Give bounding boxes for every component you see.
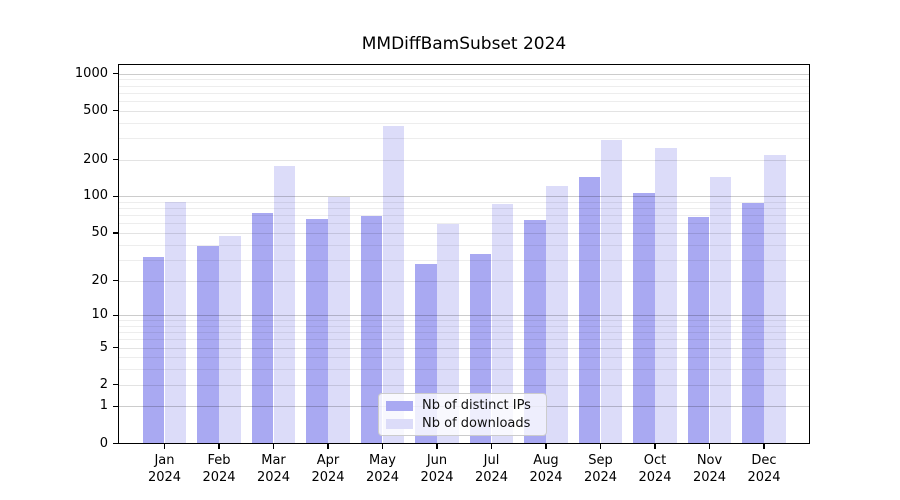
bar-distinct-ips-mar — [251, 212, 274, 443]
bar-downloads-nov — [709, 177, 732, 443]
gridline-500 — [118, 110, 810, 112]
y-tick-label-10: 10 — [91, 307, 108, 323]
y-tick-mark-1000 — [113, 73, 118, 75]
y-tick-label-1000: 1000 — [74, 65, 108, 81]
gridline-800 — [118, 85, 810, 87]
y-tick-mark-5 — [113, 347, 118, 349]
x-tick-label-mar: Mar 2024 — [256, 453, 291, 485]
bar-downloads-aug — [546, 185, 568, 443]
x-tick-label-jul: Jul 2024 — [474, 453, 509, 485]
bar-downloads-sep — [600, 140, 623, 443]
bar-distinct-ips-aug — [524, 219, 546, 443]
bar-distinct-ips-apr — [306, 218, 328, 443]
x-tick-mark-oct — [654, 444, 656, 449]
gridline-600 — [118, 100, 810, 102]
legend-label-downloads: Nb of downloads — [422, 416, 531, 431]
bar-downloads-may — [382, 125, 405, 443]
x-tick-label-sep: Sep 2024 — [583, 453, 618, 485]
legend: Nb of distinct IPs Nb of downloads — [378, 393, 547, 436]
bar-downloads-jul — [491, 203, 514, 443]
bar-distinct-ips-jan — [142, 256, 165, 443]
y-tick-label-200: 200 — [83, 151, 108, 167]
bar-downloads-oct — [655, 147, 677, 443]
x-tick-mark-apr — [327, 444, 329, 449]
bar-distinct-ips-oct — [633, 192, 655, 443]
y-tick-label-0: 0 — [99, 435, 108, 451]
gridline-200 — [118, 159, 810, 161]
y-tick-mark-500 — [113, 110, 118, 112]
bar-downloads-jun — [437, 223, 459, 443]
y-tick-mark-0 — [113, 443, 118, 445]
x-tick-mark-jun — [436, 444, 438, 449]
x-tick-label-oct: Oct 2024 — [638, 453, 672, 485]
x-tick-label-nov: Nov 2024 — [692, 453, 727, 485]
x-tick-label-jan: Jan 2024 — [147, 453, 182, 485]
x-tick-label-apr: Apr 2024 — [311, 453, 345, 485]
x-tick-mark-jul — [490, 444, 493, 449]
x-tick-label-aug: Aug 2024 — [529, 453, 563, 485]
x-tick-label-jun: Jun 2024 — [420, 453, 454, 485]
x-tick-label-may: May 2024 — [365, 453, 400, 485]
legend-swatch-distinct-ips — [386, 400, 413, 411]
legend-row-distinct-ips: Nb of distinct IPs — [386, 398, 546, 413]
x-tick-label-dec: Dec 2024 — [747, 453, 781, 485]
gridline-70 — [118, 215, 810, 217]
bar-downloads-feb — [219, 235, 241, 443]
gridline-80 — [118, 208, 810, 210]
bar-distinct-ips-sep — [578, 177, 601, 443]
y-tick-label-2: 2 — [99, 376, 108, 392]
y-tick-mark-1 — [113, 405, 118, 408]
y-tick-mark-200 — [113, 159, 118, 161]
bar-distinct-ips-dec — [742, 203, 764, 443]
gridline-100 — [118, 196, 810, 198]
y-tick-mark-100 — [113, 195, 118, 198]
x-tick-mark-dec — [763, 444, 765, 449]
y-tick-mark-10 — [113, 314, 118, 316]
bar-downloads-apr — [328, 196, 350, 443]
y-tick-label-50: 50 — [91, 225, 108, 241]
x-tick-mark-aug — [545, 444, 547, 449]
gridline-700 — [118, 92, 810, 94]
x-tick-label-feb: Feb 2024 — [202, 453, 236, 485]
plot-area — [118, 64, 810, 444]
x-tick-mark-sep — [599, 444, 602, 449]
bar-downloads-dec — [764, 154, 786, 443]
gridline-300 — [118, 137, 810, 139]
gridline-400 — [118, 122, 810, 124]
gridline-1000 — [118, 73, 810, 75]
y-tick-label-100: 100 — [83, 188, 108, 204]
bar-distinct-ips-may — [360, 215, 383, 443]
legend-label-distinct-ips: Nb of distinct IPs — [422, 398, 531, 413]
bar-distinct-ips-feb — [197, 246, 219, 443]
y-tick-mark-2 — [113, 384, 118, 386]
gridline-900 — [118, 79, 810, 81]
gridline-90 — [118, 202, 810, 204]
x-tick-mark-may — [381, 444, 384, 449]
y-tick-label-500: 500 — [83, 102, 108, 118]
legend-swatch-downloads — [386, 418, 413, 429]
x-tick-mark-feb — [218, 444, 220, 449]
bar-distinct-ips-nov — [687, 217, 710, 443]
chart-title: MMDiffBamSubset 2024 — [361, 34, 567, 54]
x-tick-mark-jan — [163, 444, 166, 449]
y-tick-label-5: 5 — [99, 339, 108, 355]
x-tick-mark-mar — [272, 444, 275, 449]
y-tick-mark-50 — [113, 232, 118, 234]
bar-downloads-jan — [164, 201, 187, 443]
legend-row-downloads: Nb of downloads — [386, 416, 546, 431]
y-tick-label-20: 20 — [91, 272, 108, 288]
y-tick-mark-20 — [113, 279, 118, 282]
y-tick-label-1: 1 — [99, 398, 108, 414]
bar-downloads-mar — [273, 166, 296, 443]
x-tick-mark-nov — [708, 444, 711, 449]
